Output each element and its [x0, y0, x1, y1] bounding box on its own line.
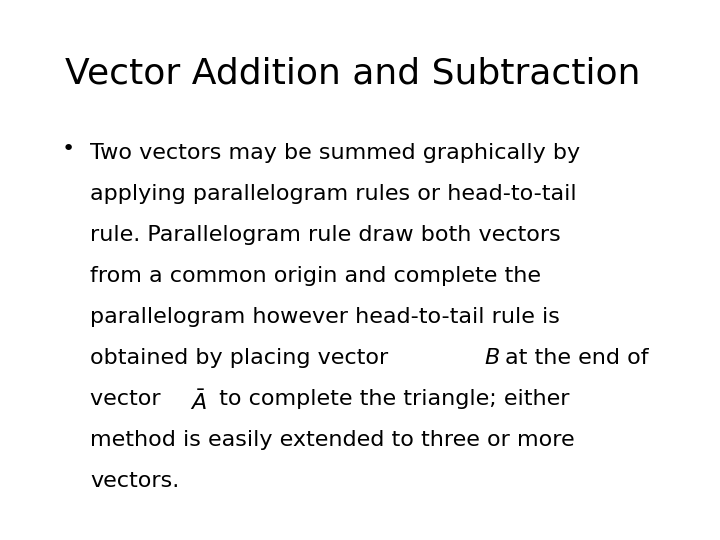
Text: vector: vector: [90, 389, 168, 409]
Text: from a common origin and complete the: from a common origin and complete the: [90, 266, 541, 286]
Text: parallelogram however head-to-tail rule is: parallelogram however head-to-tail rule …: [90, 307, 560, 327]
Text: Vector Addition and Subtraction: Vector Addition and Subtraction: [65, 57, 640, 91]
Text: $\mathit{\bar{A}}$: $\mathit{\bar{A}}$: [190, 389, 207, 414]
Text: method is easily extended to three or more: method is easily extended to three or mo…: [90, 430, 575, 450]
Text: rule. Parallelogram rule draw both vectors: rule. Parallelogram rule draw both vecto…: [90, 225, 561, 245]
Text: vectors.: vectors.: [90, 471, 179, 491]
Text: Two vectors may be summed graphically by: Two vectors may be summed graphically by: [90, 143, 580, 163]
Text: $\mathit{B}$: $\mathit{B}$: [484, 348, 500, 368]
Text: obtained by placing vector: obtained by placing vector: [90, 348, 395, 368]
Text: applying parallelogram rules or head-to-tail: applying parallelogram rules or head-to-…: [90, 184, 577, 204]
Text: to complete the triangle; either: to complete the triangle; either: [212, 389, 570, 409]
Text: at the end of: at the end of: [505, 348, 648, 368]
Text: •: •: [61, 139, 74, 159]
